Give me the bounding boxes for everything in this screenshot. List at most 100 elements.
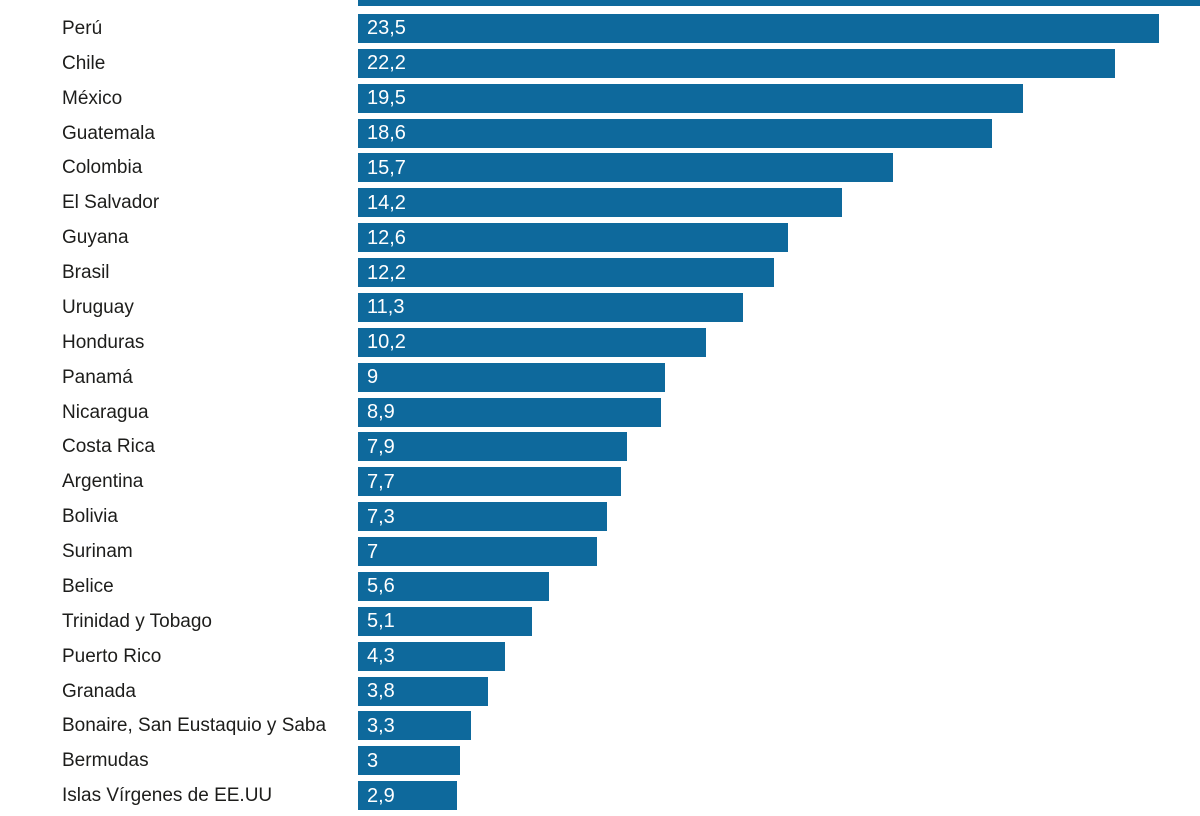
bar-area: 9 — [358, 360, 1200, 395]
bar-area: 12,2 — [358, 255, 1200, 290]
chart-row: Guatemala 18,6 — [0, 116, 1200, 151]
bar-area: 7 — [358, 534, 1200, 569]
chart-row: Nicaragua 8,9 — [0, 395, 1200, 430]
bar: 3,8 — [358, 676, 488, 706]
value-label: 11,3 — [367, 296, 405, 319]
bar-area: 2,9 — [358, 778, 1200, 813]
chart-row: Chile 22,2 — [0, 46, 1200, 81]
chart-row: Surinam 7 — [0, 534, 1200, 569]
value-label: 3 — [367, 749, 379, 772]
chart-row: Puerto Rico 4,3 — [0, 639, 1200, 674]
category-label: Panamá — [62, 366, 133, 388]
bar-area: 3,3 — [358, 709, 1200, 744]
chart-row: Honduras 10,2 — [0, 325, 1200, 360]
bar: 7,7 — [358, 467, 621, 497]
value-label: 9 — [367, 366, 379, 389]
chart-row: Belice 5,6 — [0, 569, 1200, 604]
chart-row: Bermudas 3 — [0, 743, 1200, 778]
bar: 10,2 — [358, 327, 706, 357]
bar-area: 14,2 — [358, 185, 1200, 220]
chart-row: Bolivia 7,3 — [0, 499, 1200, 534]
bar-area: 4,3 — [358, 639, 1200, 674]
bar-area: 3,8 — [358, 674, 1200, 709]
value-label: 7,9 — [367, 435, 395, 458]
category-label: Belice — [62, 575, 114, 597]
bar-area: 19,5 — [358, 81, 1200, 116]
bar: 19,5 — [358, 83, 1023, 113]
bar-area: 7,3 — [358, 499, 1200, 534]
value-label: 5,6 — [367, 575, 395, 598]
bar-area: 18,6 — [358, 116, 1200, 151]
value-label: 5,1 — [367, 610, 395, 633]
bar: 14,2 — [358, 188, 843, 218]
value-label: 7 — [367, 540, 379, 563]
bar-area: 22,2 — [358, 46, 1200, 81]
bar: 15,7 — [358, 153, 894, 183]
category-label: Perú — [62, 17, 103, 39]
category-label: Puerto Rico — [62, 645, 162, 667]
bar-area: 15,7 — [358, 151, 1200, 186]
category-label: Islas Vírgenes de EE.UU — [62, 785, 273, 807]
value-label: 3,3 — [367, 714, 395, 737]
chart-row: Granada 3,8 — [0, 674, 1200, 709]
bar: 22,2 — [358, 48, 1116, 78]
bar: 2,9 — [358, 781, 457, 811]
bar-area: 3 — [358, 743, 1200, 778]
bar: 12,2 — [358, 258, 775, 288]
value-label: 18,6 — [367, 122, 406, 145]
bar-area: 7,9 — [358, 430, 1200, 465]
category-label: Costa Rica — [62, 436, 155, 458]
value-label: 12,6 — [367, 226, 406, 249]
value-label: 19,5 — [367, 87, 406, 110]
value-label: 23,5 — [367, 17, 406, 40]
clipped-bar-top — [358, 0, 1200, 6]
bar-area: 23,5 — [358, 11, 1200, 46]
category-label: Honduras — [62, 331, 145, 353]
bar: 8,9 — [358, 397, 662, 427]
value-label: 14,2 — [367, 191, 406, 214]
chart-row: Trinidad y Tobago 5,1 — [0, 604, 1200, 639]
category-label: Nicaragua — [62, 401, 149, 423]
value-label: 12,2 — [367, 261, 406, 284]
category-label: El Salvador — [62, 192, 160, 214]
chart-row: México 19,5 — [0, 81, 1200, 116]
value-label: 2,9 — [367, 784, 395, 807]
chart-row: Brasil 12,2 — [0, 255, 1200, 290]
category-label: Argentina — [62, 471, 144, 493]
category-label: Bolivia — [62, 506, 118, 528]
bar: 18,6 — [358, 118, 993, 148]
category-label: Bonaire, San Eustaquio y Saba — [62, 715, 327, 737]
chart-row: Perú 23,5 — [0, 11, 1200, 46]
value-label: 3,8 — [367, 680, 395, 703]
category-label: Trinidad y Tobago — [62, 610, 212, 632]
bar-area: 5,1 — [358, 604, 1200, 639]
bar-area: 5,6 — [358, 569, 1200, 604]
chart-row: Argentina 7,7 — [0, 464, 1200, 499]
category-label: Colombia — [62, 157, 143, 179]
bar: 7,9 — [358, 432, 628, 462]
bar: 3 — [358, 746, 461, 776]
chart-row: Colombia 15,7 — [0, 151, 1200, 186]
bar: 3,3 — [358, 711, 471, 741]
chart-row: Costa Rica 7,9 — [0, 430, 1200, 465]
category-label: México — [62, 87, 123, 109]
value-label: 15,7 — [367, 156, 406, 179]
bar-area: 12,6 — [358, 220, 1200, 255]
category-label: Guyana — [62, 227, 129, 249]
bar: 5,1 — [358, 606, 532, 636]
value-label: 4,3 — [367, 645, 395, 668]
value-label: 10,2 — [367, 331, 406, 354]
bar: 12,6 — [358, 223, 788, 253]
chart-row: Bonaire, San Eustaquio y Saba 3,3 — [0, 709, 1200, 744]
value-label: 7,7 — [367, 470, 395, 493]
category-label: Bermudas — [62, 750, 149, 772]
value-label: 7,3 — [367, 505, 395, 528]
category-label: Uruguay — [62, 296, 134, 318]
chart-row: El Salvador 14,2 — [0, 185, 1200, 220]
bar-area: 10,2 — [358, 325, 1200, 360]
category-label: Guatemala — [62, 122, 155, 144]
category-label: Granada — [62, 680, 136, 702]
bar: 7,3 — [358, 502, 607, 532]
category-label: Brasil — [62, 262, 110, 284]
bar-area: 8,9 — [358, 395, 1200, 430]
